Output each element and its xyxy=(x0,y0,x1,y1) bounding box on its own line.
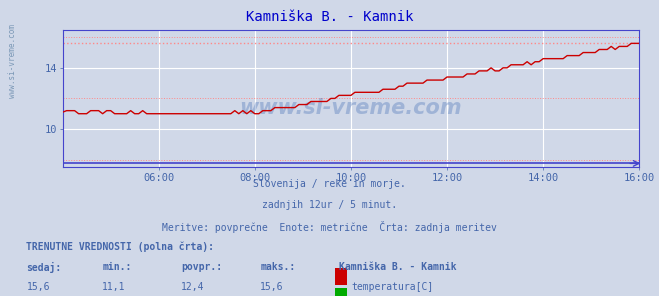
Text: Slovenija / reke in morje.: Slovenija / reke in morje. xyxy=(253,179,406,189)
Text: Meritve: povprečne  Enote: metrične  Črta: zadnja meritev: Meritve: povprečne Enote: metrične Črta:… xyxy=(162,221,497,233)
Text: sedaj:: sedaj: xyxy=(26,262,61,273)
Text: temperatura[C]: temperatura[C] xyxy=(351,282,434,292)
Text: Kamniška B. - Kamnik: Kamniška B. - Kamnik xyxy=(339,262,457,272)
Text: zadnjih 12ur / 5 minut.: zadnjih 12ur / 5 minut. xyxy=(262,200,397,210)
Text: 12,4: 12,4 xyxy=(181,282,205,292)
Text: 15,6: 15,6 xyxy=(260,282,284,292)
Text: TRENUTNE VREDNOSTI (polna črta):: TRENUTNE VREDNOSTI (polna črta): xyxy=(26,241,214,252)
Text: 15,6: 15,6 xyxy=(26,282,50,292)
Text: povpr.:: povpr.: xyxy=(181,262,222,272)
Text: min.:: min.: xyxy=(102,262,132,272)
Text: maks.:: maks.: xyxy=(260,262,295,272)
Text: www.si-vreme.com: www.si-vreme.com xyxy=(240,98,462,118)
Text: Kamniška B. - Kamnik: Kamniška B. - Kamnik xyxy=(246,10,413,24)
Text: www.si-vreme.com: www.si-vreme.com xyxy=(8,24,17,98)
Text: 11,1: 11,1 xyxy=(102,282,126,292)
